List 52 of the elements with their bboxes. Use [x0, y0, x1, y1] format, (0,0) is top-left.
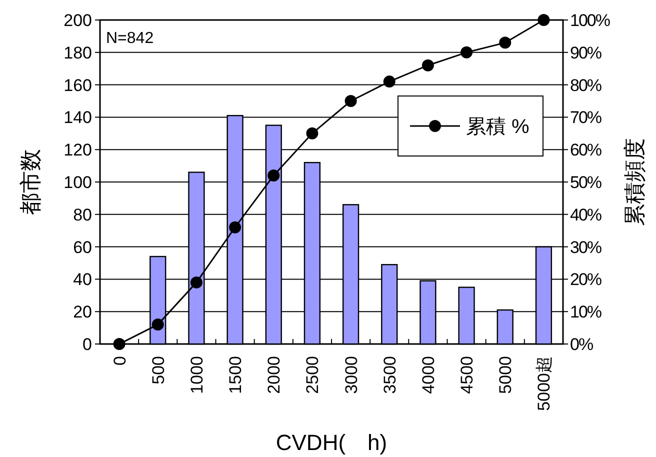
x-tick-label: 2000 — [264, 356, 284, 394]
x-tick-label: 3000 — [342, 356, 361, 394]
y2-tick-label: 30% — [570, 238, 602, 257]
y2-tick-label: 90% — [570, 43, 602, 62]
point — [344, 95, 357, 107]
point — [499, 36, 512, 49]
y-tick-label: 40 — [73, 270, 92, 290]
y-tick-label: 80 — [73, 205, 92, 224]
y2-tick-label: 80% — [570, 76, 602, 95]
y2-axis-title: 累積頻度 — [622, 138, 647, 226]
point — [422, 59, 434, 72]
y-tick-label: 180 — [64, 43, 92, 62]
point — [229, 221, 242, 234]
x-tick-label: 3500 — [380, 356, 400, 394]
y2-tick-label: 70% — [570, 108, 602, 128]
legend-label: 累積 % — [466, 116, 530, 138]
x-tick-label: 2500 — [303, 356, 322, 394]
y-tick-label: 20 — [73, 302, 92, 322]
y-tick-label: 120 — [64, 140, 92, 160]
y-tick-label: 200 — [64, 11, 92, 30]
x-tick-label: 0 — [110, 356, 130, 366]
point — [383, 76, 396, 88]
y-tick-label: 100 — [64, 173, 92, 192]
x-tick-label: 1500 — [226, 356, 246, 394]
y-axis-title: 都市数 — [18, 149, 43, 215]
y2-tick-label: 50% — [570, 173, 602, 192]
x-tick-label: 1000 — [187, 356, 206, 394]
point — [190, 276, 202, 288]
point — [268, 170, 280, 182]
x-tick-label: 4000 — [418, 356, 438, 394]
y2-tick-label: 60% — [570, 140, 602, 160]
annotation: N=842 — [106, 30, 154, 47]
point — [152, 318, 164, 331]
point — [460, 46, 473, 58]
point — [538, 14, 550, 26]
x-tick-label: 5000超 — [534, 356, 554, 411]
legend: 累積 % — [398, 96, 544, 156]
y2-tick-label: 0% — [570, 335, 594, 354]
y2-tick-label: 40% — [570, 205, 602, 224]
point — [306, 127, 318, 140]
y-tick-label: 0 — [82, 335, 92, 354]
y-tick-label: 60 — [73, 238, 92, 257]
y2-tick-label: 100% — [570, 11, 610, 30]
y-tick-label: 140 — [64, 108, 92, 128]
x-tick-label: 500 — [148, 356, 168, 384]
y-tick-label: 160 — [64, 76, 92, 95]
point — [113, 338, 126, 350]
x-tick-label: 4500 — [458, 356, 477, 394]
y2-tick-label: 20% — [570, 270, 602, 290]
x-tick-label: 5000 — [496, 356, 516, 394]
y2-tick-label: 10% — [570, 302, 602, 322]
x-axis-title: CVDH( h) — [276, 430, 388, 455]
